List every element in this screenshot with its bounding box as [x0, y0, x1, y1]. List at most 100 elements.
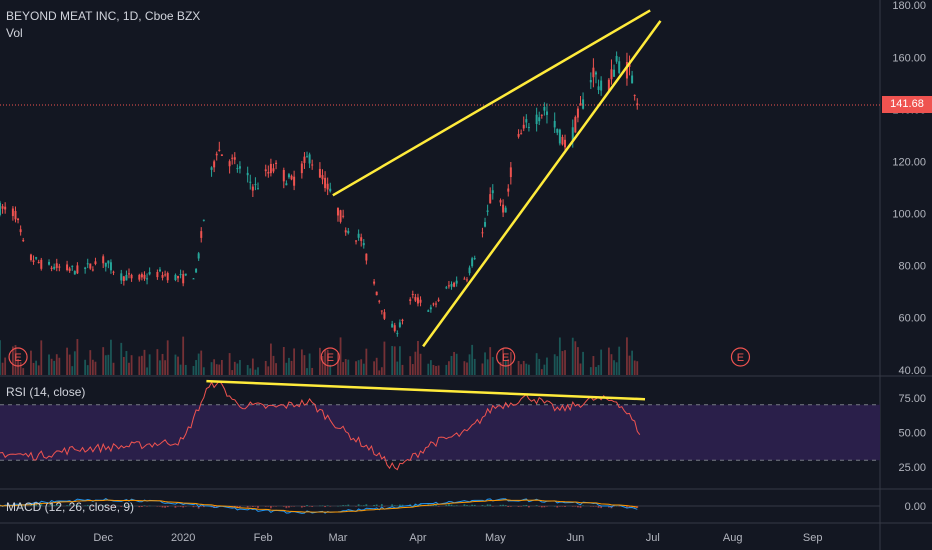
volume-bar — [553, 354, 556, 375]
candle — [282, 169, 285, 182]
volume-bar — [538, 358, 541, 375]
candle — [267, 172, 270, 174]
volume-bar — [300, 349, 303, 375]
volume-bar — [89, 350, 92, 375]
volume-bar — [607, 347, 610, 375]
macd-histogram-bar — [435, 504, 437, 506]
volume-bar — [507, 358, 510, 375]
macd-histogram-bar — [146, 506, 148, 507]
candle — [71, 265, 74, 267]
volume-bar — [68, 354, 71, 375]
macd-histogram-bar — [538, 506, 541, 507]
volume-bar — [58, 357, 61, 375]
rsi-axis-label: 50.00 — [898, 428, 926, 440]
volume-bar — [308, 353, 311, 375]
candle — [540, 114, 543, 116]
macd-histogram-bar — [122, 505, 125, 507]
macd-histogram-bar — [58, 504, 61, 506]
macd-histogram-bar — [473, 504, 476, 506]
candle — [522, 124, 525, 129]
macd-histogram-bar — [380, 503, 383, 506]
candle — [107, 260, 110, 264]
macd-histogram-bar — [582, 505, 584, 506]
candle — [40, 259, 43, 269]
macd-histogram-bar — [290, 506, 293, 507]
candle — [489, 194, 492, 204]
macd-histogram-bar — [357, 504, 360, 506]
volume-bar — [12, 346, 14, 375]
candle — [138, 274, 141, 280]
candle — [344, 230, 347, 233]
macd-histogram-bar — [373, 505, 375, 506]
time-axis-label: Dec — [93, 532, 113, 544]
time-axis-label: Feb — [254, 532, 273, 544]
volume-bar — [73, 351, 76, 375]
volume-bar — [525, 363, 528, 375]
macd-histogram-bar — [509, 506, 512, 507]
volume-bar — [195, 360, 197, 375]
volume-bar — [174, 354, 177, 375]
volume-bar — [432, 365, 435, 375]
volume-bar — [411, 364, 414, 375]
candle — [336, 208, 339, 216]
volume-bar — [597, 365, 600, 375]
trendline — [422, 20, 662, 348]
price-axis-label: 40.00 — [898, 365, 926, 377]
macd-histogram-bar — [595, 506, 597, 507]
candle — [318, 168, 321, 178]
volume-bar — [357, 360, 360, 375]
earnings-marker — [730, 347, 751, 367]
volume-bar — [610, 354, 613, 375]
candle — [146, 278, 149, 280]
volume-bar — [347, 359, 350, 375]
volume-bar — [22, 368, 25, 375]
macd-histogram-bar — [192, 506, 195, 508]
volume-bar — [159, 360, 161, 375]
candle — [303, 156, 306, 163]
macd-histogram-bar — [94, 505, 97, 507]
candle — [55, 263, 58, 268]
macd-histogram-bar — [393, 505, 396, 506]
candle — [174, 274, 177, 281]
macd-histogram-bar — [450, 504, 453, 506]
rsi-line — [0, 380, 641, 471]
candle — [287, 174, 290, 178]
volume-bar — [236, 363, 239, 375]
candle — [0, 202, 1, 215]
time-axis-label: Aug — [723, 532, 743, 544]
candle — [360, 237, 363, 241]
candle — [481, 232, 484, 234]
candle — [11, 208, 14, 217]
volume-bar — [156, 349, 159, 375]
earnings-marker — [496, 347, 516, 367]
volume-bar — [558, 337, 561, 375]
candle — [329, 188, 332, 192]
candle — [29, 254, 32, 260]
candle — [396, 333, 399, 335]
volume-bar — [275, 363, 277, 375]
candle — [272, 168, 275, 172]
macd-histogram-bar — [138, 506, 141, 508]
volume-bar — [231, 370, 234, 375]
volume-bar — [375, 357, 378, 375]
macd-histogram-bar — [130, 504, 133, 506]
volume-bar — [577, 347, 579, 375]
rsi-axis-label: 25.00 — [898, 462, 926, 474]
candle — [122, 276, 125, 282]
candle — [246, 172, 249, 176]
candle — [401, 319, 404, 321]
volume-bar — [543, 364, 546, 375]
candle — [22, 240, 25, 242]
macd-histogram-bar — [166, 506, 169, 508]
candle — [210, 167, 213, 170]
macd-histogram-bar — [239, 506, 241, 508]
macd-histogram-bar — [73, 505, 76, 506]
macd-histogram-bar — [391, 504, 394, 506]
candle — [347, 230, 350, 234]
candle — [437, 299, 440, 301]
macd-histogram-bar — [411, 505, 414, 507]
candle — [509, 167, 512, 178]
macd-histogram-bar — [378, 506, 381, 507]
macd-histogram-bar — [53, 505, 56, 506]
